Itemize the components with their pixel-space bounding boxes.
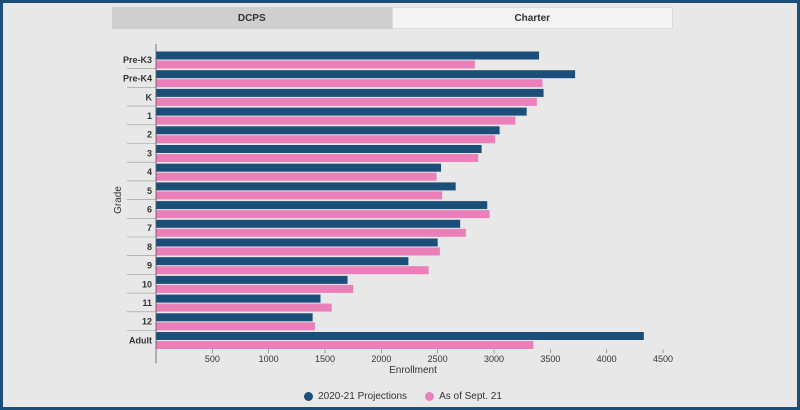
bar-sept21 [156, 172, 437, 181]
bar-projection [156, 219, 461, 228]
tab-dcps[interactable]: DCPS [112, 7, 392, 29]
tab-bar: DCPS Charter [112, 7, 673, 29]
bar-projection [156, 88, 544, 97]
bar-sept21 [156, 154, 479, 162]
bar-projection [156, 201, 488, 210]
bar-sept21 [156, 322, 315, 331]
x-tick-label: 3500 [540, 354, 560, 364]
bar-projection [156, 257, 409, 266]
bar-sept21 [156, 266, 429, 275]
legend-item-sept[interactable]: As of Sept. 21 [425, 391, 502, 402]
bar-projection [156, 163, 442, 172]
bar-sept21 [156, 135, 496, 144]
category-label: 2 [147, 130, 152, 140]
bar-projection [156, 294, 321, 303]
y-axis-label: Grade [113, 186, 124, 214]
category-label: 1 [147, 111, 152, 121]
bar-projection [156, 313, 313, 322]
bar-projection [156, 51, 540, 60]
category-label: 3 [147, 148, 152, 158]
category-label: 9 [147, 261, 152, 271]
bar-sept21 [156, 303, 332, 312]
category-label: 4 [147, 167, 152, 177]
x-tick-label: 500 [205, 354, 220, 364]
bar-projection [156, 126, 500, 135]
category-label: 7 [147, 223, 152, 233]
x-tick-label: 4000 [597, 354, 617, 364]
bar-sept21 [156, 341, 534, 349]
bar-sept21 [156, 60, 475, 69]
legend-swatch-sept [425, 392, 435, 401]
bar-chart: Grade Enrollment Pre-K3Pre-K4K1234567891… [113, 44, 673, 376]
legend-item-projections[interactable]: 2020-21 Projections [304, 391, 407, 402]
category-label: 11 [142, 298, 152, 308]
x-tick-label: 1500 [315, 354, 335, 364]
category-label: 6 [147, 204, 152, 214]
bar-projection [156, 145, 482, 153]
bar-sept21 [156, 79, 543, 88]
x-tick-label: 2000 [371, 354, 391, 364]
bar-sept21 [156, 97, 537, 106]
category-label: Pre-K4 [123, 74, 152, 84]
bar-sept21 [156, 247, 440, 256]
tab-charter[interactable]: Charter [391, 7, 673, 29]
category-label: 10 [142, 279, 152, 289]
category-label: 5 [147, 186, 152, 196]
category-label: Adult [129, 335, 152, 345]
bar-projection [156, 332, 644, 340]
bar-sept21 [156, 284, 354, 293]
bar-sept21 [156, 210, 490, 219]
legend-label-sept: As of Sept. 21 [439, 391, 502, 402]
x-tick-label: 3000 [484, 354, 504, 364]
x-tick-label: 4500 [653, 354, 673, 364]
x-axis-label: Enrollment [389, 365, 437, 376]
x-tick-label: 1000 [259, 354, 279, 364]
category-label: Pre-K3 [123, 55, 152, 65]
bar-projection [156, 107, 527, 116]
bar-projection [156, 238, 438, 247]
bar-sept21 [156, 116, 516, 125]
bar-sept21 [156, 228, 466, 237]
bar-projection [156, 70, 576, 79]
x-tick-label: 2500 [428, 354, 448, 364]
bar-sept21 [156, 191, 443, 200]
category-label: 8 [147, 242, 152, 252]
legend-swatch-projections [304, 392, 314, 401]
category-label: K [146, 92, 153, 102]
bar-projection [156, 275, 348, 284]
legend: 2020-21 Projections As of Sept. 21 [3, 391, 800, 402]
bar-projection [156, 182, 456, 191]
legend-label-projections: 2020-21 Projections [318, 391, 408, 402]
category-label: 12 [142, 317, 152, 327]
